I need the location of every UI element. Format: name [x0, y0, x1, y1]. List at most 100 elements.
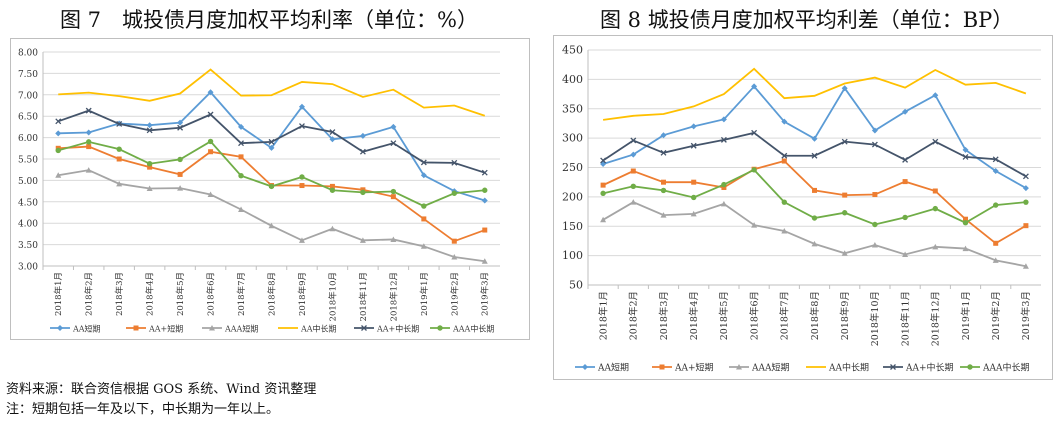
data-point	[992, 168, 999, 175]
y-tick-label: 350	[562, 102, 583, 115]
data-point	[207, 138, 214, 145]
y-tick-label: 200	[562, 190, 583, 203]
data-point	[932, 188, 938, 194]
data-point	[962, 153, 969, 160]
data-point	[57, 325, 63, 331]
data-point	[361, 325, 367, 331]
data-point	[992, 156, 999, 163]
data-point	[482, 187, 488, 193]
x-tick-label: 2018年3月	[114, 272, 125, 316]
data-point	[993, 240, 999, 246]
data-point	[1022, 173, 1029, 180]
data-point	[177, 171, 183, 177]
y-tick-label: 8.00	[18, 49, 38, 59]
data-point	[842, 192, 848, 198]
data-point	[630, 137, 637, 144]
data-point	[690, 142, 697, 149]
data-point	[329, 187, 336, 193]
y-tick-label: 5.00	[18, 177, 38, 187]
data-point	[85, 129, 92, 136]
data-point	[390, 140, 397, 147]
data-point	[299, 174, 305, 180]
data-point	[268, 222, 275, 229]
data-point	[421, 203, 427, 209]
data-point	[86, 144, 92, 150]
data-point	[993, 202, 999, 208]
data-point	[902, 156, 909, 163]
data-point	[721, 181, 727, 188]
x-tick-label: 2019年3月	[1020, 291, 1032, 340]
data-point	[690, 123, 697, 130]
data-point	[811, 215, 818, 221]
data-point	[871, 242, 878, 248]
data-point	[482, 227, 488, 233]
data-point	[451, 254, 458, 260]
data-point	[437, 325, 443, 331]
data-point	[451, 159, 458, 166]
data-point	[842, 210, 848, 216]
data-point	[329, 136, 336, 143]
data-point	[963, 216, 968, 222]
x-tick-label: 2018年4月	[145, 272, 156, 316]
x-tick-label: 2018年8月	[266, 272, 277, 316]
data-point	[721, 184, 727, 190]
data-point	[238, 172, 244, 179]
chart-spread: 50 100 150 200 250 300 350 400 450 2018年1月 2018年2月…	[553, 35, 1053, 380]
data-point	[902, 214, 908, 221]
data-point	[630, 168, 636, 174]
data-point	[360, 189, 366, 196]
x-tick-label: 2018年11月	[358, 272, 369, 321]
data-point	[116, 146, 122, 152]
data-point	[481, 197, 488, 204]
data-point	[811, 240, 818, 247]
data-point	[177, 124, 184, 131]
data-point	[781, 152, 788, 159]
data-point	[85, 107, 92, 114]
data-point	[146, 127, 153, 134]
data-point	[720, 116, 727, 123]
data-point	[268, 183, 275, 190]
x-tick-label: 2019年2月	[449, 272, 460, 316]
data-point	[872, 192, 878, 198]
y-tick-label: 50	[569, 279, 583, 292]
data-point	[133, 325, 139, 331]
x-tick-label: 2018年10月	[327, 272, 338, 321]
data-point	[55, 172, 62, 178]
data-point	[932, 138, 939, 145]
data-point	[660, 132, 667, 139]
data-point	[451, 238, 457, 244]
data-point	[359, 237, 366, 243]
data-point	[298, 237, 305, 243]
legend-label: AAA中长期	[982, 362, 1030, 374]
data-point	[359, 132, 366, 139]
data-point	[630, 199, 637, 205]
data-point	[962, 245, 969, 252]
legend-label: AA+中长期	[905, 362, 954, 374]
data-point	[390, 194, 396, 200]
data-point	[420, 159, 427, 166]
legend-label: AAA短期	[224, 324, 258, 334]
data-point	[146, 161, 153, 167]
legend-label: AA中长期	[300, 324, 337, 334]
data-point	[811, 152, 818, 159]
data-point	[751, 222, 758, 228]
data-point	[691, 194, 697, 201]
y-tick-label: 4.00	[18, 220, 38, 230]
data-point	[238, 206, 245, 213]
data-point	[55, 118, 62, 125]
y-tick-label: 450	[562, 44, 583, 57]
data-point	[902, 251, 909, 257]
data-point	[268, 144, 275, 151]
data-point	[207, 111, 214, 118]
x-tick-label: 2018年6月	[206, 272, 217, 316]
x-tick-label: 2018年12月	[388, 272, 399, 321]
chart-border	[10, 38, 530, 340]
data-point	[962, 146, 969, 153]
legend-label: AAA中长期	[452, 324, 494, 334]
data-point	[390, 188, 397, 195]
y-tick-label: 4.50	[18, 198, 38, 208]
x-tick-label: 2019年1月	[419, 272, 430, 316]
x-tick-label: 2018年4月	[688, 291, 700, 340]
y-tick-label: 300	[562, 132, 583, 145]
data-point	[299, 123, 305, 130]
